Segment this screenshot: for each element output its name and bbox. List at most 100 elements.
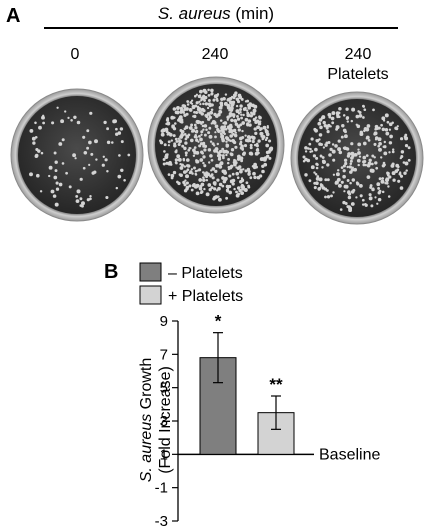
colony <box>179 166 184 170</box>
colony <box>184 137 188 141</box>
colony <box>252 111 256 116</box>
colony <box>318 186 322 190</box>
colony <box>216 142 220 146</box>
colony <box>258 120 262 123</box>
colony <box>240 113 243 116</box>
colony <box>200 122 203 126</box>
colony <box>207 88 210 92</box>
colony <box>331 121 335 125</box>
colony <box>262 125 267 130</box>
colony <box>247 172 251 176</box>
colony <box>54 160 58 164</box>
colony <box>248 151 253 156</box>
colony <box>68 185 72 189</box>
colony <box>374 196 377 199</box>
colony <box>202 145 205 148</box>
colony <box>193 135 197 139</box>
colony <box>202 102 205 106</box>
colony <box>54 169 58 173</box>
colony <box>310 165 315 170</box>
colony <box>203 148 207 152</box>
colony <box>332 158 336 162</box>
colony <box>325 126 329 130</box>
colony <box>127 153 131 157</box>
colony <box>208 161 211 164</box>
colony <box>235 166 238 169</box>
colony <box>392 148 395 151</box>
colony <box>258 174 263 178</box>
colony <box>179 120 183 124</box>
colony <box>250 111 253 115</box>
colony <box>199 142 203 146</box>
colony <box>164 155 169 159</box>
colony <box>345 147 349 151</box>
colony <box>184 153 188 157</box>
y-axis-title-rest: Growth <box>138 358 155 414</box>
colony <box>218 156 222 160</box>
colony <box>58 182 63 187</box>
significance-label: ** <box>269 375 283 394</box>
colony <box>254 131 258 136</box>
colony <box>123 179 126 182</box>
colony <box>362 163 366 167</box>
colony <box>230 118 234 123</box>
colony <box>166 121 171 126</box>
colony <box>314 173 318 176</box>
plate-1-label: 0 <box>71 46 80 63</box>
colony <box>359 194 363 198</box>
colony <box>399 186 404 190</box>
colony <box>228 127 232 131</box>
colony <box>324 178 328 182</box>
colony <box>88 163 91 167</box>
colony <box>209 140 213 143</box>
colony <box>370 168 375 173</box>
colony <box>384 182 387 185</box>
colony <box>117 174 122 179</box>
colony <box>103 120 107 125</box>
colony <box>375 166 379 170</box>
colony <box>241 121 246 125</box>
colony <box>403 135 407 139</box>
colony <box>188 184 192 188</box>
colony <box>118 154 121 157</box>
colony <box>179 134 184 139</box>
colony <box>331 143 335 146</box>
colony <box>381 127 386 132</box>
colony <box>312 154 317 158</box>
colony <box>261 137 265 141</box>
colony <box>177 137 180 140</box>
colony <box>160 129 165 133</box>
colony <box>374 161 378 165</box>
y-tick-label: 1 <box>160 446 168 463</box>
colony <box>236 114 239 118</box>
colony <box>191 172 194 175</box>
colony <box>239 142 242 146</box>
colony <box>234 145 238 149</box>
colony <box>382 119 386 122</box>
colony <box>200 99 203 102</box>
colony <box>302 155 306 159</box>
colony <box>225 184 230 189</box>
colony <box>385 181 389 185</box>
colony <box>189 147 192 150</box>
colony <box>378 147 382 152</box>
colony <box>74 157 77 160</box>
panel-a-header: S. aureus (min) <box>158 4 274 23</box>
colony <box>235 190 238 194</box>
colony <box>365 135 370 140</box>
colony <box>163 143 167 147</box>
colony <box>332 173 336 176</box>
colony <box>235 104 239 108</box>
colony <box>317 121 322 126</box>
colony <box>257 122 262 126</box>
colony <box>195 191 200 196</box>
colony <box>321 115 326 120</box>
colony <box>407 146 411 150</box>
colony <box>386 120 390 124</box>
colony <box>211 120 216 124</box>
colony <box>58 142 63 146</box>
colony <box>232 140 237 145</box>
colony <box>253 127 257 131</box>
colony <box>228 190 233 195</box>
